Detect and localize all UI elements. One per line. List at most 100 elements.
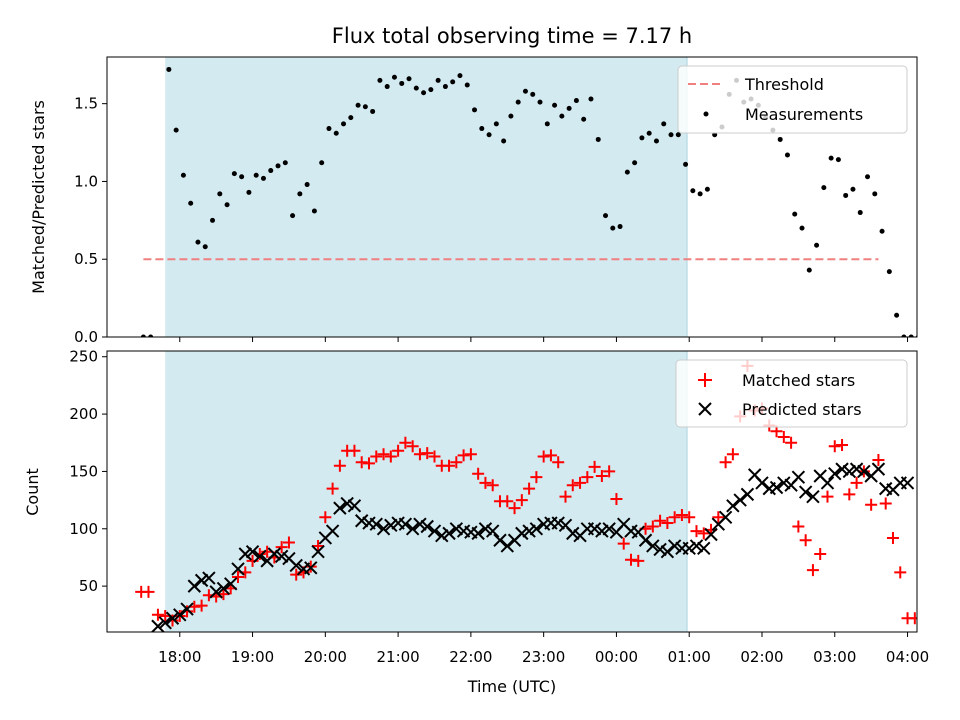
measurement-point (596, 137, 601, 142)
matched-star-point (952, 612, 960, 624)
measurement-point (443, 84, 448, 89)
predicted-star-point (792, 471, 804, 483)
matched-star-point (931, 612, 943, 624)
measurement-point (261, 176, 266, 181)
predicted-star-point (771, 481, 783, 493)
measurement-point (894, 313, 899, 318)
x-tick-label: 02:00 (740, 648, 783, 666)
predicted-star-point (902, 477, 914, 489)
x-tick-label: 19:00 (231, 648, 274, 666)
measurement-point (683, 162, 688, 167)
x-tick-label: 21:00 (376, 648, 419, 666)
measurement-point (618, 224, 623, 229)
measurement-point (232, 171, 237, 176)
x-tick-label: 03:00 (813, 648, 856, 666)
measurement-point (363, 104, 368, 109)
matched-star-point (909, 612, 921, 624)
measurement-point (690, 188, 695, 193)
measurement-point (326, 126, 331, 131)
bottom-x-ticks: 18:00 19:00 20:00 21:00 22:00 23:00 00:00 01:00… (158, 632, 929, 666)
measurement-point (188, 201, 193, 206)
measurement-point (181, 173, 186, 178)
measurement-point (174, 128, 179, 133)
matched-star-point (829, 440, 841, 452)
measurement-point (574, 98, 579, 103)
top-y-tick-label: 0.5 (74, 250, 98, 268)
measurement-point (807, 268, 812, 273)
top-y-tick-label: 1.0 (74, 172, 98, 190)
predicted-star-point (800, 486, 812, 498)
measurement-point (530, 92, 535, 97)
matched-star-point (887, 532, 899, 544)
measurement-point (399, 81, 404, 86)
measurement-point (414, 86, 419, 91)
measurement-point (356, 103, 361, 108)
measurement-point (661, 121, 666, 126)
legend-matched-label: Matched stars (742, 371, 855, 390)
x-tick-label: 23:00 (522, 648, 565, 666)
bottom-y-tick-label: 150 (69, 462, 98, 480)
measurement-point (508, 114, 513, 119)
measurement-point (836, 157, 841, 162)
measurement-point (225, 202, 230, 207)
matched-star-point (938, 612, 950, 624)
bottom-legend: Matched stars Predicted stars (676, 360, 907, 427)
measurement-point (523, 89, 528, 94)
matched-star-point (720, 456, 732, 468)
bottom-y-tick-label: 200 (69, 405, 98, 423)
measurement-point (246, 190, 251, 195)
measurement-point (472, 107, 477, 112)
measurement-point (654, 139, 659, 144)
matched-star-point (785, 437, 797, 449)
bottom-shaded-interval (165, 351, 687, 632)
matched-star-point (807, 564, 819, 576)
top-legend: Threshold Measurements (678, 66, 907, 133)
measurement-point (603, 213, 608, 218)
measurement-point (501, 139, 506, 144)
measurement-point (945, 335, 950, 340)
measurement-point (319, 160, 324, 165)
measurement-point (552, 103, 557, 108)
x-tick-label: 01:00 (668, 648, 711, 666)
bottom-y-tick-label: 100 (69, 520, 98, 538)
measurement-point (479, 126, 484, 131)
measurement-point (639, 135, 644, 140)
measurement-point (705, 187, 710, 192)
measurement-point (814, 243, 819, 248)
measurement-point (210, 218, 215, 223)
top-panel: 0.0 0.5 1.0 1.5 Flux total observing time =… (29, 24, 960, 346)
measurement-point (559, 114, 564, 119)
x-tick-label: 00:00 (595, 648, 638, 666)
matched-star-point (821, 491, 833, 503)
measurement-point (625, 170, 630, 175)
matched-star-point (800, 534, 812, 546)
predicted-star-point (727, 500, 739, 512)
measurement-point (450, 79, 455, 84)
measurement-point (880, 229, 885, 234)
predicted-star-point (829, 468, 841, 480)
top-y-tick-label: 1.5 (74, 95, 98, 113)
top-y-tick-label: 0.0 (74, 328, 98, 346)
measurement-point (305, 182, 310, 187)
measurement-point (436, 78, 441, 83)
measurement-point (297, 191, 302, 196)
measurement-point (865, 174, 870, 179)
measurement-point (348, 115, 353, 120)
measurement-point (545, 121, 550, 126)
measurement-point (931, 335, 936, 340)
bottom-y-ticks: 50100150200250 (69, 348, 107, 595)
measurement-point (829, 156, 834, 161)
legend-measurements-swatch (704, 112, 709, 117)
matched-star-point (142, 586, 154, 598)
matched-star-point (923, 612, 935, 624)
measurement-point (887, 269, 892, 274)
measurement-point (850, 187, 855, 192)
x-tick-label: 20:00 (304, 648, 347, 666)
measurement-point (494, 121, 499, 126)
measurement-point (217, 191, 222, 196)
measurement-point (581, 117, 586, 122)
matched-star-point (945, 612, 957, 624)
measurement-point (312, 209, 317, 214)
measurement-point (647, 131, 652, 136)
matched-star-point (865, 499, 877, 511)
